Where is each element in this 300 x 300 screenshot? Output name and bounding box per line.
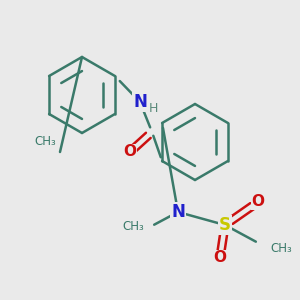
Text: O: O	[214, 250, 226, 266]
Text: N: N	[133, 93, 147, 111]
Text: CH₃: CH₃	[34, 135, 56, 148]
Text: O: O	[251, 194, 265, 209]
Text: CH₃: CH₃	[270, 242, 292, 254]
Text: N: N	[171, 203, 185, 221]
Text: S: S	[219, 216, 231, 234]
Text: CH₃: CH₃	[122, 220, 144, 232]
Text: O: O	[124, 145, 136, 160]
Text: H: H	[148, 101, 158, 115]
